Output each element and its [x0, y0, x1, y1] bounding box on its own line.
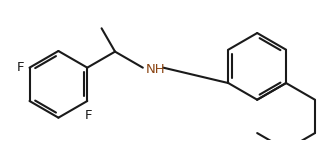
Text: F: F: [85, 109, 92, 122]
Text: NH: NH: [145, 63, 165, 76]
Text: F: F: [17, 61, 24, 74]
